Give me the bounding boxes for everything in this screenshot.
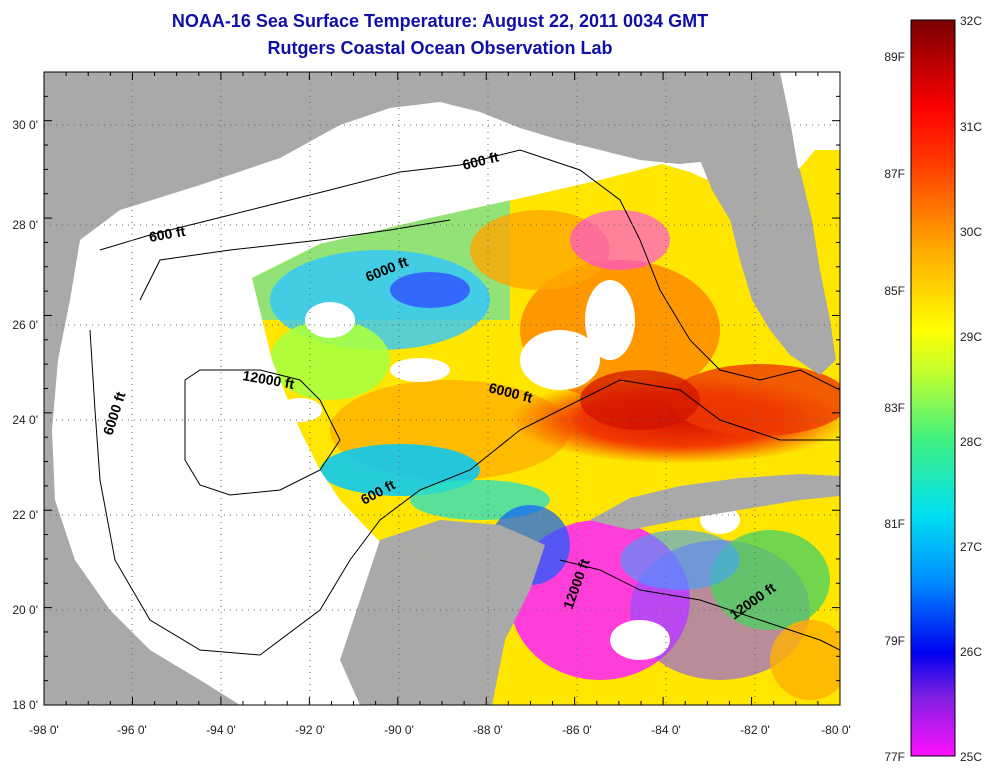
y-tick-label: 26 0' <box>12 318 38 332</box>
y-axis-labels: 18 0' 20 0' 22 0' 24 0' 26 0' 28 0' 30 0… <box>12 118 38 712</box>
y-tick-label: 30 0' <box>12 118 38 132</box>
x-tick-label: -90 0' <box>384 723 414 737</box>
celsius-label: 30C <box>960 225 982 239</box>
y-tick-label: 28 0' <box>12 218 38 232</box>
x-tick-label: -92 0' <box>295 723 325 737</box>
x-tick-label: -86 0' <box>562 723 592 737</box>
contour-6000ft-inner <box>139 219 451 301</box>
y-tick-label: 18 0' <box>12 698 38 712</box>
celsius-label: 29C <box>960 330 982 344</box>
x-tick-label: -84 0' <box>651 723 681 737</box>
x-tick-label: -80 0' <box>821 723 851 737</box>
axis-ticks <box>43 71 841 706</box>
y-tick-label: 20 0' <box>12 603 38 617</box>
map-area: 600 ft 600 ft 6000 ft 12000 ft 6000 ft 6… <box>44 72 840 705</box>
contour-12000ft-south <box>559 559 840 651</box>
y-tick-label: 24 0' <box>12 413 38 427</box>
celsius-label: 25C <box>960 750 982 764</box>
colorbar <box>910 19 956 757</box>
contour-12000ft <box>184 369 341 496</box>
depth-contours <box>89 149 840 656</box>
sst-swath <box>252 120 840 705</box>
x-tick-label: -98 0' <box>29 723 59 737</box>
celsius-label: 28C <box>960 435 982 449</box>
x-tick-label: -94 0' <box>206 723 236 737</box>
fahrenheit-label: 83F <box>884 401 905 415</box>
fahrenheit-label: 89F <box>884 50 905 64</box>
celsius-label: 26C <box>960 645 982 659</box>
contour-label: 600 ft <box>148 223 187 245</box>
fahrenheit-label: 81F <box>884 517 905 531</box>
fahrenheit-label: 77F <box>884 750 905 764</box>
x-tick-label: -96 0' <box>117 723 147 737</box>
colorbar-fahrenheit-labels: 89F 87F 85F 83F 81F 79F 77F <box>884 50 905 764</box>
celsius-label: 32C <box>960 14 982 28</box>
fahrenheit-label: 79F <box>884 634 905 648</box>
x-tick-label: -82 0' <box>740 723 770 737</box>
celsius-label: 27C <box>960 540 982 554</box>
x-tick-label: -88 0' <box>473 723 503 737</box>
fahrenheit-label: 87F <box>884 167 905 181</box>
fahrenheit-label: 85F <box>884 284 905 298</box>
y-tick-label: 22 0' <box>12 508 38 522</box>
map-subtitle: Rutgers Coastal Ocean Observation Lab <box>267 38 613 58</box>
map-title: NOAA-16 Sea Surface Temperature: August … <box>171 11 709 31</box>
x-axis-labels: -98 0' -96 0' -94 0' -92 0' -90 0' -88 0… <box>29 723 851 737</box>
colorbar-celsius-labels: 32C 31C 30C 29C 28C 27C 26C 25C <box>960 14 982 764</box>
graticule <box>44 72 840 705</box>
contour-600ft-north <box>99 149 840 391</box>
contour-6000ft <box>89 329 840 656</box>
celsius-label: 31C <box>960 120 982 134</box>
